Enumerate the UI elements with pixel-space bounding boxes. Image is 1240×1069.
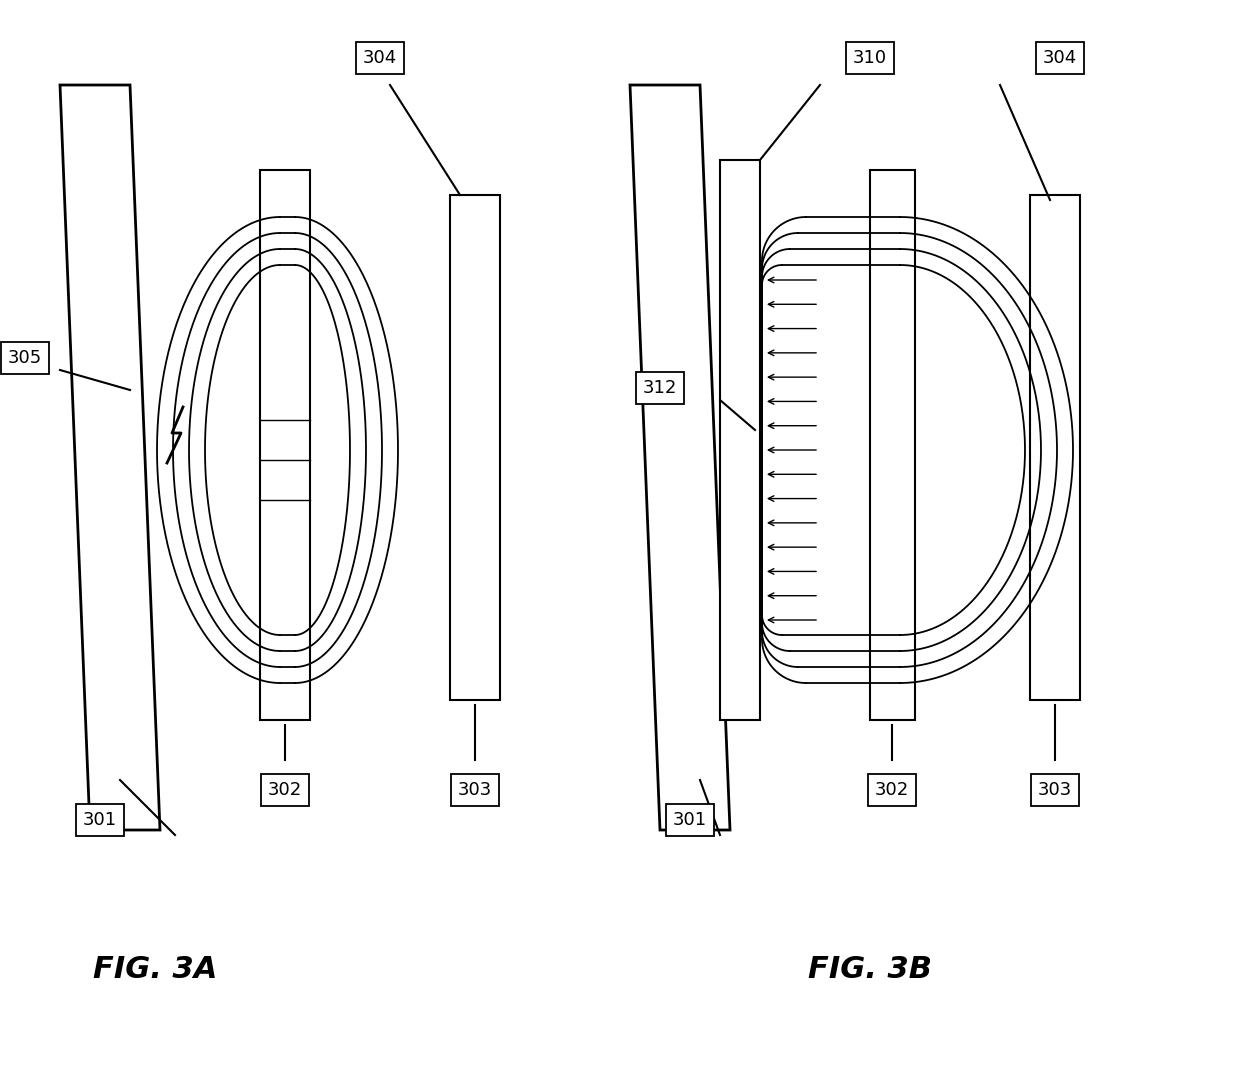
Bar [720, 160, 760, 721]
Bar [1030, 195, 1080, 700]
Text: 312: 312 [642, 379, 677, 397]
Text: 310: 310 [853, 49, 887, 67]
Polygon shape [60, 86, 160, 830]
Polygon shape [630, 86, 730, 830]
Text: 304: 304 [1043, 49, 1078, 67]
Text: FIG. 3B: FIG. 3B [808, 956, 932, 985]
Bar [260, 170, 310, 721]
Text: 303: 303 [458, 781, 492, 799]
Text: 302: 302 [268, 781, 303, 799]
Text: 303: 303 [1038, 781, 1073, 799]
Text: 302: 302 [875, 781, 909, 799]
Text: 304: 304 [363, 49, 397, 67]
Text: 301: 301 [83, 811, 117, 828]
Text: 301: 301 [673, 811, 707, 828]
Bar [870, 170, 915, 721]
Text: 305: 305 [7, 348, 42, 367]
Text: FIG. 3A: FIG. 3A [93, 956, 217, 985]
Bar [450, 195, 500, 700]
